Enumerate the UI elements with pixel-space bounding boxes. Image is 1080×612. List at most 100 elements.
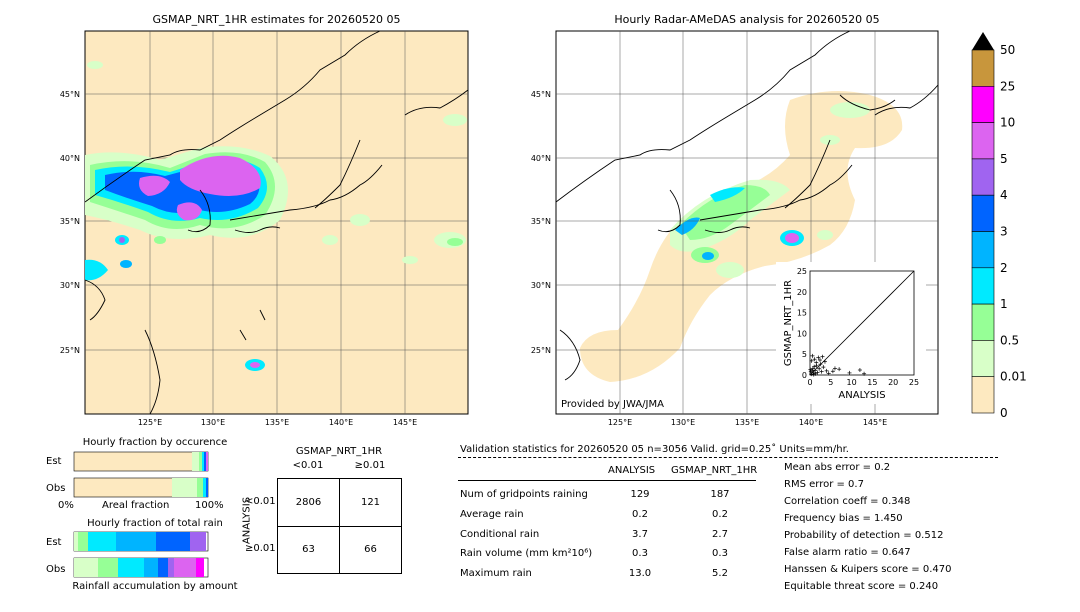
stat-analysis: 0.2 xyxy=(632,509,648,520)
colorbar-box xyxy=(971,194,995,232)
lat-label: 30°N xyxy=(60,281,80,290)
occ-axis-right: 100% xyxy=(195,500,224,511)
lat-label: 40°N xyxy=(531,154,551,163)
colorbar-label: 1 xyxy=(1000,297,1008,311)
scatter-point xyxy=(809,358,814,363)
colorbar-box xyxy=(971,267,995,305)
scatter-point xyxy=(832,366,837,371)
contingency-cell: 66 xyxy=(364,544,377,555)
validation-header: Validation statistics for 20260520 05 n=… xyxy=(460,444,849,455)
stat-label: Average rain xyxy=(460,509,524,520)
scatter-x-tick: 25 xyxy=(909,378,919,387)
score-line: Hanssen & Kuipers score = 0.470 xyxy=(784,564,952,575)
stat-gsmap: 0.2 xyxy=(712,509,728,520)
stat-analysis: 13.0 xyxy=(628,568,652,579)
scatter-point xyxy=(824,368,829,373)
scatter-xlabel: ANALYSIS xyxy=(838,390,885,401)
occ-row-obs: Obs xyxy=(46,483,66,494)
colorbar-box xyxy=(971,158,995,196)
colorbar-box xyxy=(971,303,995,341)
lon-label: 125°E xyxy=(608,418,632,427)
colorbar-label: 4 xyxy=(1000,188,1008,202)
score-line: Probability of detection = 0.512 xyxy=(784,530,944,541)
lon-label: 135°E xyxy=(735,418,759,427)
colorbar-label: 50 xyxy=(1000,43,1015,57)
scatter-y-tick: 10 xyxy=(797,329,807,338)
rain-row-obs: Obs xyxy=(46,564,66,575)
stat-analysis: 3.7 xyxy=(632,529,648,540)
scatter-point xyxy=(819,369,824,374)
left-map: 45°N 40°N 35°N 30°N 25°N 125°E 130°E 135… xyxy=(60,30,469,427)
scatter-point xyxy=(817,358,822,363)
scatter-y-tick: 15 xyxy=(797,309,807,318)
validation-header-rule xyxy=(458,480,756,481)
scatter-point xyxy=(812,357,817,362)
colorbar-label: 10 xyxy=(1000,116,1015,130)
contingency-cell: 63 xyxy=(302,544,315,555)
left-map-title: GSMAP_NRT_1HR estimates for 20260520 05 xyxy=(152,13,401,26)
lon-label: 130°E xyxy=(671,418,695,427)
colorbar-box xyxy=(971,340,995,377)
colorbar-label: 0.01 xyxy=(1000,370,1027,384)
stat-gsmap: 2.7 xyxy=(712,529,728,540)
stat-gsmap: 5.2 xyxy=(712,568,728,579)
scatter-x-tick: 10 xyxy=(847,378,857,387)
score-line: Equitable threat score = 0.240 xyxy=(784,581,939,592)
scatter-point xyxy=(857,368,862,373)
stat-label: Rain volume (mm km²10⁶) xyxy=(460,548,593,559)
lat-label: 45°N xyxy=(531,90,551,99)
lon-label: 135°E xyxy=(265,418,289,427)
scatter-point xyxy=(814,363,819,368)
scatter-point xyxy=(814,360,819,365)
scatter-point xyxy=(837,367,842,372)
scatter-point xyxy=(809,372,814,377)
scatter-x-tick: 5 xyxy=(828,378,833,387)
scatter-point xyxy=(818,362,823,367)
rain-row-est: Est xyxy=(46,537,62,548)
contingency-row-1: ≥0.01 xyxy=(245,543,276,554)
contingency-col-0: <0.01 xyxy=(292,460,324,471)
lon-label: 145°E xyxy=(863,418,887,427)
scatter-point xyxy=(816,355,821,360)
colorbar-label: 3 xyxy=(1000,225,1008,239)
scatter-x-tick: 0 xyxy=(807,378,812,387)
scatter-y-tick: 0 xyxy=(802,371,807,380)
stat-analysis: 0.3 xyxy=(632,548,648,559)
colorbar-box xyxy=(971,85,995,123)
lat-label: 30°N xyxy=(531,281,551,290)
scatter-y-tick: 25 xyxy=(797,267,807,276)
stat-label: Num of gridpoints raining xyxy=(460,489,588,500)
lon-label: 140°E xyxy=(329,418,353,427)
colorbar-label: 25 xyxy=(1000,79,1015,93)
scatter-point xyxy=(815,370,820,375)
lat-label: 35°N xyxy=(531,217,551,226)
lat-label: 25°N xyxy=(60,346,80,355)
score-line: Mean abs error = 0.2 xyxy=(784,462,891,473)
scatter-point xyxy=(810,353,815,358)
score-line: Frequency bias = 1.450 xyxy=(784,513,903,524)
validation-col-analysis: ANALYSIS xyxy=(608,465,656,476)
scatter-point xyxy=(820,354,825,359)
scatter-point xyxy=(862,371,867,376)
colorbar-box xyxy=(971,122,995,160)
stat-gsmap: 187 xyxy=(710,489,730,500)
colorbar-box xyxy=(971,49,995,87)
occ-axis-left: 0% xyxy=(58,500,74,511)
colorbar-box xyxy=(971,376,995,414)
scatter-point xyxy=(826,371,831,376)
scatter-x-tick: 20 xyxy=(888,378,898,387)
occ-row-est: Est xyxy=(46,456,62,467)
scatter-ylabel: GSMAP_NRT_1HR xyxy=(783,280,794,366)
occurrence-bars xyxy=(73,451,209,498)
scatter-point xyxy=(847,370,852,375)
scatter-point xyxy=(812,368,817,373)
stat-analysis: 129 xyxy=(630,489,650,500)
validation-dashed-line xyxy=(458,457,998,458)
lat-label: 45°N xyxy=(60,90,80,99)
scatter-x-tick: 15 xyxy=(867,378,877,387)
scatter-y-tick: 5 xyxy=(802,350,807,359)
contingency-cell: 121 xyxy=(360,497,381,508)
scatter-point xyxy=(830,369,835,374)
score-line: False alarm ratio = 0.647 xyxy=(784,547,911,558)
lat-label: 40°N xyxy=(60,154,80,163)
